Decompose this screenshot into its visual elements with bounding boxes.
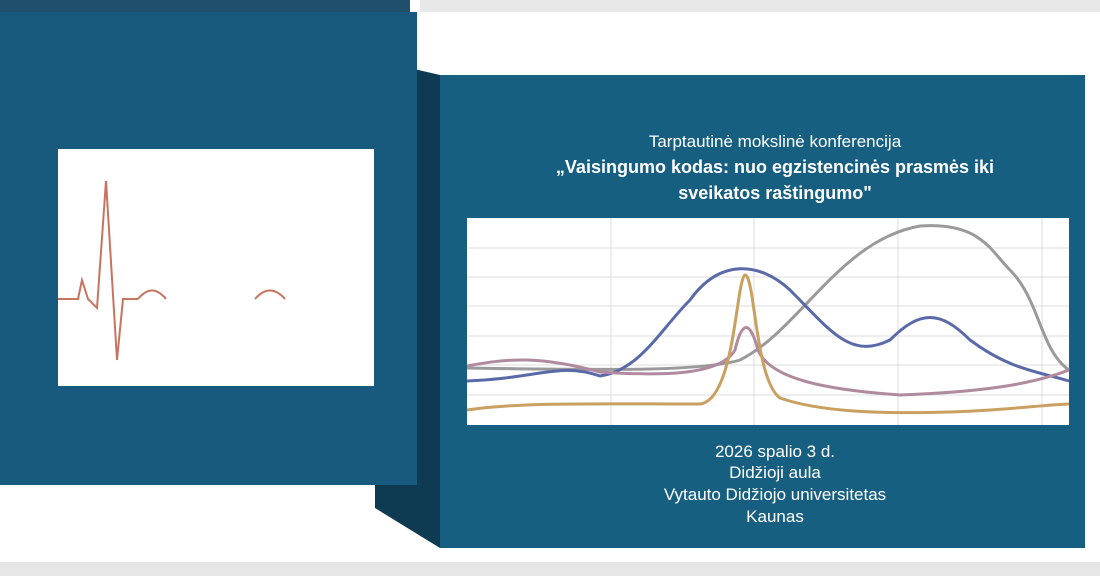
detail: Didžioji aula	[729, 463, 821, 482]
top-strip-light	[420, 0, 1100, 12]
detail: 2026 spalio 3 d.	[714, 442, 836, 461]
title-line: „Vaisingumo kodas: nuo egzistencinės pra…	[555, 157, 995, 177]
chart-image	[467, 218, 1069, 425]
detail: Kaunas	[746, 507, 804, 526]
ecg-trace	[58, 180, 138, 361]
chart-curves	[466, 224, 1070, 415]
bottom-strip	[0, 562, 1100, 576]
detail: Vytauto Didžiojo universitetas	[663, 485, 887, 504]
title-line: sveikatos raštingumo"	[678, 183, 872, 203]
subtitle: Tarptautinė mokslinė konferencija	[648, 132, 902, 151]
ecg-t-wave	[137, 289, 167, 300]
top-strip	[0, 0, 410, 12]
ecg-t-wave	[254, 289, 286, 300]
